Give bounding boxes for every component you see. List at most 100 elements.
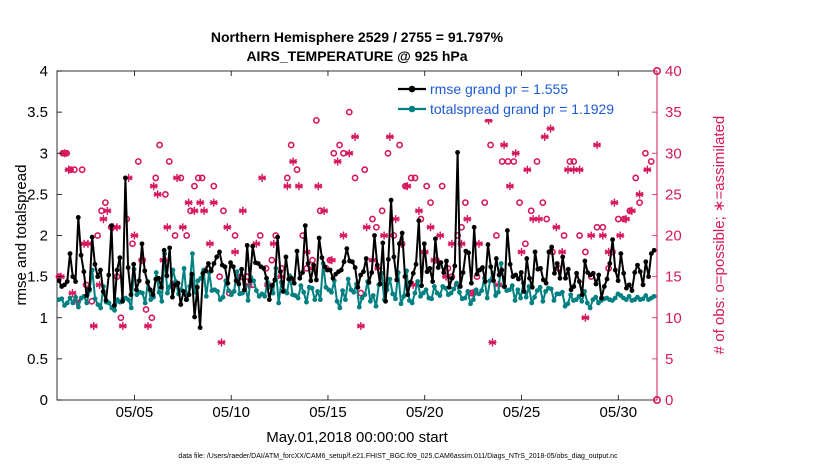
series-point-totalspread <box>112 307 117 313</box>
series-point-rmse <box>186 292 192 298</box>
series-point-totalspread <box>512 298 518 303</box>
series-point-rmse <box>247 278 253 284</box>
series-point-rmse <box>84 293 90 298</box>
obs-possible-marker <box>152 174 160 182</box>
series-point-rmse <box>194 284 200 290</box>
series-point-rmse <box>283 254 289 260</box>
series-point-rmse <box>485 242 491 247</box>
obs-possible-marker <box>309 256 316 264</box>
series-point-rmse <box>145 279 150 285</box>
series-point-totalspread <box>418 293 423 299</box>
obs-assimilated-marker <box>627 206 636 215</box>
series-point-rmse <box>430 279 436 284</box>
series-point-totalspread <box>276 300 282 306</box>
series-point-rmse <box>513 272 519 278</box>
obs-assimilated-marker <box>552 223 561 232</box>
series-point-rmse <box>618 251 624 256</box>
legend-spread-marker <box>408 105 416 113</box>
series-point-rmse <box>316 235 322 241</box>
series-point-totalspread <box>543 289 549 294</box>
series-point-totalspread <box>59 296 65 302</box>
series-point-rmse <box>300 270 305 275</box>
series-point-rmse <box>383 298 388 304</box>
series-point-rmse <box>175 280 181 286</box>
series-point-rmse <box>244 242 250 248</box>
obs-markers <box>55 108 655 347</box>
series-point-rmse <box>142 268 148 274</box>
series-point-rmse <box>239 266 245 272</box>
series-point-rmse <box>565 266 571 272</box>
obs-possible-marker <box>516 199 523 206</box>
series-point-rmse <box>640 282 646 288</box>
y-axis-label: rmse and totalspread <box>13 165 30 306</box>
series-point-totalspread <box>412 290 418 296</box>
obs-possible-marker <box>539 199 547 206</box>
series-point-rmse <box>457 284 463 289</box>
obs-assimilated-marker <box>269 239 278 248</box>
legend: rmse grand pr = 1.555 totalspread grand … <box>394 76 620 119</box>
series-point-totalspread <box>537 284 543 290</box>
obs-possible-marker <box>481 199 489 206</box>
obs-possible-marker <box>101 199 109 206</box>
obs-assimilated-marker <box>463 214 472 224</box>
series-point-totalspread <box>468 301 473 307</box>
series-point-rmse <box>496 272 502 278</box>
series-point-rmse <box>211 261 217 266</box>
obs-assimilated-marker <box>436 231 445 240</box>
series-point-rmse <box>242 287 247 293</box>
obs-possible-marker <box>423 182 431 190</box>
obs-possible-marker <box>543 215 551 223</box>
series-point-rmse <box>419 283 424 289</box>
series-point-totalspread <box>420 290 426 296</box>
series-point-totalspread <box>523 294 529 300</box>
obs-assimilated-marker <box>403 182 412 191</box>
series-point-rmse <box>228 260 233 266</box>
plot-area <box>56 70 658 401</box>
obs-possible-marker <box>293 166 301 174</box>
series-point-totalspread <box>487 278 493 284</box>
series-point-totalspread <box>409 300 415 306</box>
series-point-rmse <box>170 294 175 300</box>
obs-assimilated-marker <box>414 206 424 215</box>
obs-possible-marker <box>231 232 239 239</box>
obs-assimilated-marker <box>391 214 400 224</box>
obs-assimilated-marker <box>523 165 532 174</box>
series-point-rmse <box>78 252 84 258</box>
series-point-rmse <box>128 292 134 298</box>
obs-assimilated-marker <box>143 321 153 331</box>
series-point-rmse <box>361 269 366 275</box>
series-point-totalspread <box>251 278 257 284</box>
obs-possible-marker <box>156 141 163 149</box>
series-point-rmse <box>607 261 613 266</box>
obs-possible-marker <box>312 116 320 124</box>
series-point-rmse <box>289 275 294 281</box>
series-point-totalspread <box>153 270 159 275</box>
series-point-rmse <box>385 256 391 262</box>
series-point-totalspread <box>429 296 435 302</box>
series-point-rmse <box>183 297 189 303</box>
series-point-totalspread <box>498 261 504 266</box>
y-tick-label: 0 <box>40 392 48 409</box>
series-point-totalspread <box>431 284 437 289</box>
series-lines <box>56 150 657 331</box>
series-point-rmse <box>524 256 530 261</box>
obs-assimilated-marker <box>379 231 389 240</box>
series-point-rmse <box>610 237 615 243</box>
legend-box <box>394 76 620 119</box>
series-point-totalspread <box>234 269 240 275</box>
series-point-rmse <box>557 275 563 281</box>
series-point-totalspread <box>226 288 231 294</box>
series-point-rmse <box>355 284 361 290</box>
series-point-totalspread <box>73 294 79 300</box>
series-point-rmse <box>297 275 303 281</box>
series-point-rmse <box>255 261 261 266</box>
series-point-rmse <box>538 266 544 271</box>
legend-rmse-marker <box>408 85 416 93</box>
series-point-totalspread <box>507 287 512 293</box>
obs-possible-marker <box>183 232 191 239</box>
obs-assimilated-marker <box>474 239 484 248</box>
series-point-rmse <box>344 246 350 252</box>
y2-tick-label: 0 <box>665 392 673 409</box>
series-point-totalspread <box>181 266 187 271</box>
obs-assimilated-marker <box>294 182 304 191</box>
